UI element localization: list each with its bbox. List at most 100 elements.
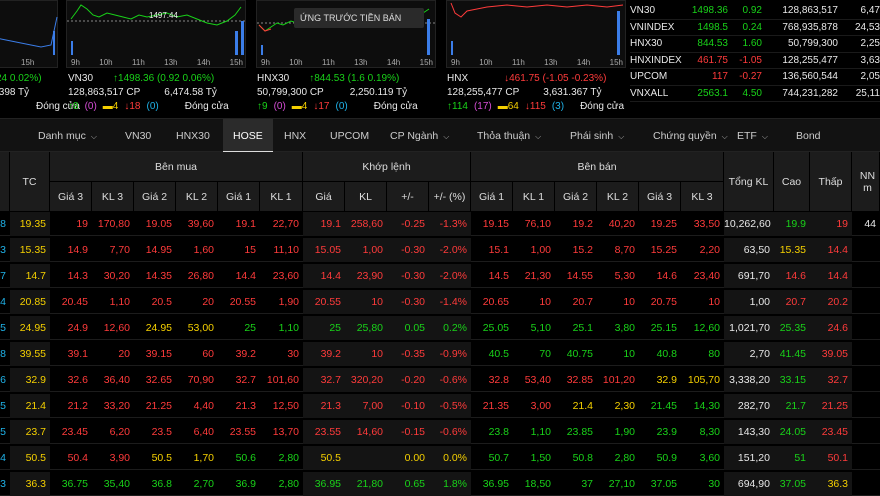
match-price-cell: 19.1: [303, 212, 345, 236]
summary-index-change: 4.50: [742, 87, 762, 99]
hnx-chart-line: [450, 2, 624, 55]
buy-volume-cell: 1,10: [278, 322, 299, 334]
decliners-count: ↓17: [313, 101, 330, 112]
high-price-cell: 37.05: [774, 472, 810, 496]
change-pct-cell: -1.3%: [429, 212, 471, 236]
sell-volume-cell: 2,80: [614, 452, 635, 464]
tab-watchlist[interactable]: Danh mục ⌵: [38, 130, 97, 142]
hnx-chart[interactable]: 9h 10h 11h 13h 14h 15h: [446, 0, 626, 68]
summary-row[interactable]: VNXALL 2563.1 4.50 744,231,282 25,11: [630, 86, 880, 102]
buy-volume-cell: 4,40: [193, 400, 214, 412]
high-price-cell: 25.35: [774, 316, 810, 340]
tab-hnx30[interactable]: HNX30: [176, 130, 210, 142]
foreign-cell: [852, 342, 880, 366]
symbol-cell: 5: [0, 322, 6, 334]
table-row[interactable]: 5 21.4 21.2 33,20 21.25 4,40 21.3 12,50 21.3 7,00…: [0, 394, 880, 418]
sell-price-cell: 14.6: [656, 270, 677, 282]
tab-warrants[interactable]: Chứng quyền ⌵: [653, 130, 728, 142]
index-name: VN30: [68, 73, 94, 84]
summary-row[interactable]: VN30 1498.36 0.92 128,863,517 6,47: [630, 3, 880, 20]
table-row[interactable]: 7 14.7 14.3 30,20 14.35 26,80 14.4 23,60 14.4 23,…: [0, 264, 880, 288]
ref-price-cell: 19.35: [10, 212, 50, 236]
axis-tick: 9h: [261, 58, 270, 67]
header-tc[interactable]: TC: [10, 152, 50, 212]
tab-hose[interactable]: HOSE: [223, 119, 273, 153]
buy-volume-cell: 101,60: [266, 374, 299, 386]
summary-row[interactable]: HNXINDEX 461.75 -1.05 128,255,477 3,63: [630, 53, 880, 69]
sell-price-cell: 32.85: [566, 374, 593, 386]
ref-price-cell: 23.7: [10, 420, 50, 444]
tab-vn30[interactable]: VN30: [125, 130, 152, 142]
tab-derivatives[interactable]: Phái sinh ⌵: [570, 130, 625, 142]
header-sell-price-1: Giá 1: [471, 182, 513, 212]
header-sell-vol-3: KL 3: [681, 182, 724, 212]
index-info-vn30[interactable]: VN30 ↑1498.36 (0.92 0.06%) 128,863,517 CP…: [68, 72, 229, 114]
sell-price-cell: 20.7: [572, 296, 593, 308]
index-info-hnx30[interactable]: HNX30 ↑844.53 (1.6 0.19%) 50,799,300 CP 2,…: [257, 72, 418, 114]
buy-price-cell: 24.95: [145, 322, 172, 334]
index-name: HNX: [447, 73, 469, 84]
vn30-chart-line: [67, 4, 247, 55]
sell-price-cell: 21.4: [572, 400, 593, 412]
summary-row[interactable]: HNX30 844.53 1.60 50,799,300 2,25: [630, 36, 880, 53]
low-price-cell: 14.4: [810, 238, 852, 262]
axis-tick: 10h: [479, 58, 493, 67]
buy-price-cell: 50.5: [151, 452, 172, 464]
tab-negotiated[interactable]: Thỏa thuận ⌵: [477, 130, 542, 142]
header-high[interactable]: Cao: [774, 152, 810, 212]
high-price-cell: 51: [774, 446, 810, 470]
buy-price-cell: 39.2: [235, 348, 256, 360]
index-info-hnx[interactable]: HNX ↓461.75 (-1.05 -0.23%) 128,255,477 CP…: [447, 72, 624, 114]
summary-row[interactable]: UPCOM 117 -0.27 136,560,544 2,05: [630, 69, 880, 86]
table-row[interactable]: 5 24.95 24.9 12,60 24.95 53,00 25 1,10 25 25,80 0.…: [0, 316, 880, 340]
summary-index-change: 0.92: [742, 5, 762, 17]
symbol-cell: 6: [0, 374, 6, 386]
sell-price-cell: 19.15: [482, 218, 509, 230]
index-change: ↑1498.36 (0.92 0.06%): [113, 73, 215, 84]
axis-tick: 11h: [322, 58, 335, 67]
summary-index-name: HNX30: [630, 38, 663, 50]
header-sell-price-2: Giá 2: [555, 182, 597, 212]
table-row[interactable]: 3 36.3 36.75 35,40 36.8 2,70 36.9 2,80 36.95 21,8…: [0, 472, 880, 496]
header-low[interactable]: Thấp: [810, 152, 852, 212]
tab-etf[interactable]: ETF ⌵: [737, 130, 768, 142]
sell-volume-cell: 1,50: [530, 452, 551, 464]
change-pct-cell: -0.6%: [429, 368, 471, 392]
chevron-down-icon: ⌵: [535, 132, 542, 141]
sell-price-cell: 20.75: [650, 296, 677, 308]
table-row[interactable]: 6 32.9 32.6 36,40 32.65 70,90 32.7 101,60 32.7 32…: [0, 368, 880, 392]
tab-bond[interactable]: Bond: [796, 130, 821, 142]
table-row[interactable]: 4 20.85 20.45 1,10 20.5 20 20.55 1,90 20.55 10 -0.…: [0, 290, 880, 314]
floor-count: (0): [335, 101, 348, 112]
buy-volume-cell: 22,70: [272, 218, 299, 230]
table-row[interactable]: 4 50.5 50.4 3,90 50.5 1,70 50.6 2,80 50.5 0.00 0.0…: [0, 446, 880, 470]
buy-volume-cell: 13,70: [272, 426, 299, 438]
sell-volume-cell: 3,00: [530, 400, 551, 412]
chevron-down-icon: ⌵: [90, 132, 97, 141]
vn30-chart[interactable]: 1497.44 9h 10h 11h 13h 14h 15h: [66, 0, 247, 68]
tab-sector[interactable]: CP Ngành ⌵: [390, 130, 450, 142]
summary-index-price: 844.53: [697, 38, 728, 50]
table-row[interactable]: 5 23.7 23.45 6,20 23.5 6,40 23.55 13,70 23.55 14,…: [0, 420, 880, 444]
advancers-count: ↑8: [68, 101, 79, 112]
tab-hnx[interactable]: HNX: [284, 130, 307, 142]
buy-volume-cell: 20: [202, 296, 214, 308]
header-buy-vol-2: KL 2: [176, 182, 218, 212]
total-volume-cell: 694,90: [724, 472, 774, 496]
table-row[interactable]: 3 15.35 14.9 7,70 14.95 1,60 15 11,10 15.05 1,00-…: [0, 238, 880, 262]
header-total-volume[interactable]: Tổng KL: [724, 152, 774, 212]
axis-tick: 13h: [544, 58, 558, 67]
axis-tick: 11h: [512, 58, 525, 67]
index-chart-1[interactable]: 15h: [0, 0, 58, 68]
summary-index-value: 24,53: [854, 21, 880, 33]
summary-row[interactable]: VNINDEX 1498.5 0.24 768,935,878 24,53: [630, 20, 880, 36]
axis-tick: 9h: [71, 58, 80, 67]
match-price-cell: 36.95: [303, 472, 345, 496]
tab-upcom[interactable]: UPCOM: [330, 130, 370, 142]
symbol-cell: 8: [0, 348, 6, 360]
buy-volume-cell: 53,00: [187, 322, 214, 334]
table-row[interactable]: 8 19.35 19 170,80 19.05 39,60 19.1 22,70 19.1 258…: [0, 212, 880, 236]
header-foreign[interactable]: NN m: [852, 152, 880, 212]
match-volume-cell: [345, 446, 387, 470]
table-row[interactable]: 8 39.55 39.1 20 39.15 60 39.2 30 39.2 10 -0.35 -0.9…: [0, 342, 880, 366]
